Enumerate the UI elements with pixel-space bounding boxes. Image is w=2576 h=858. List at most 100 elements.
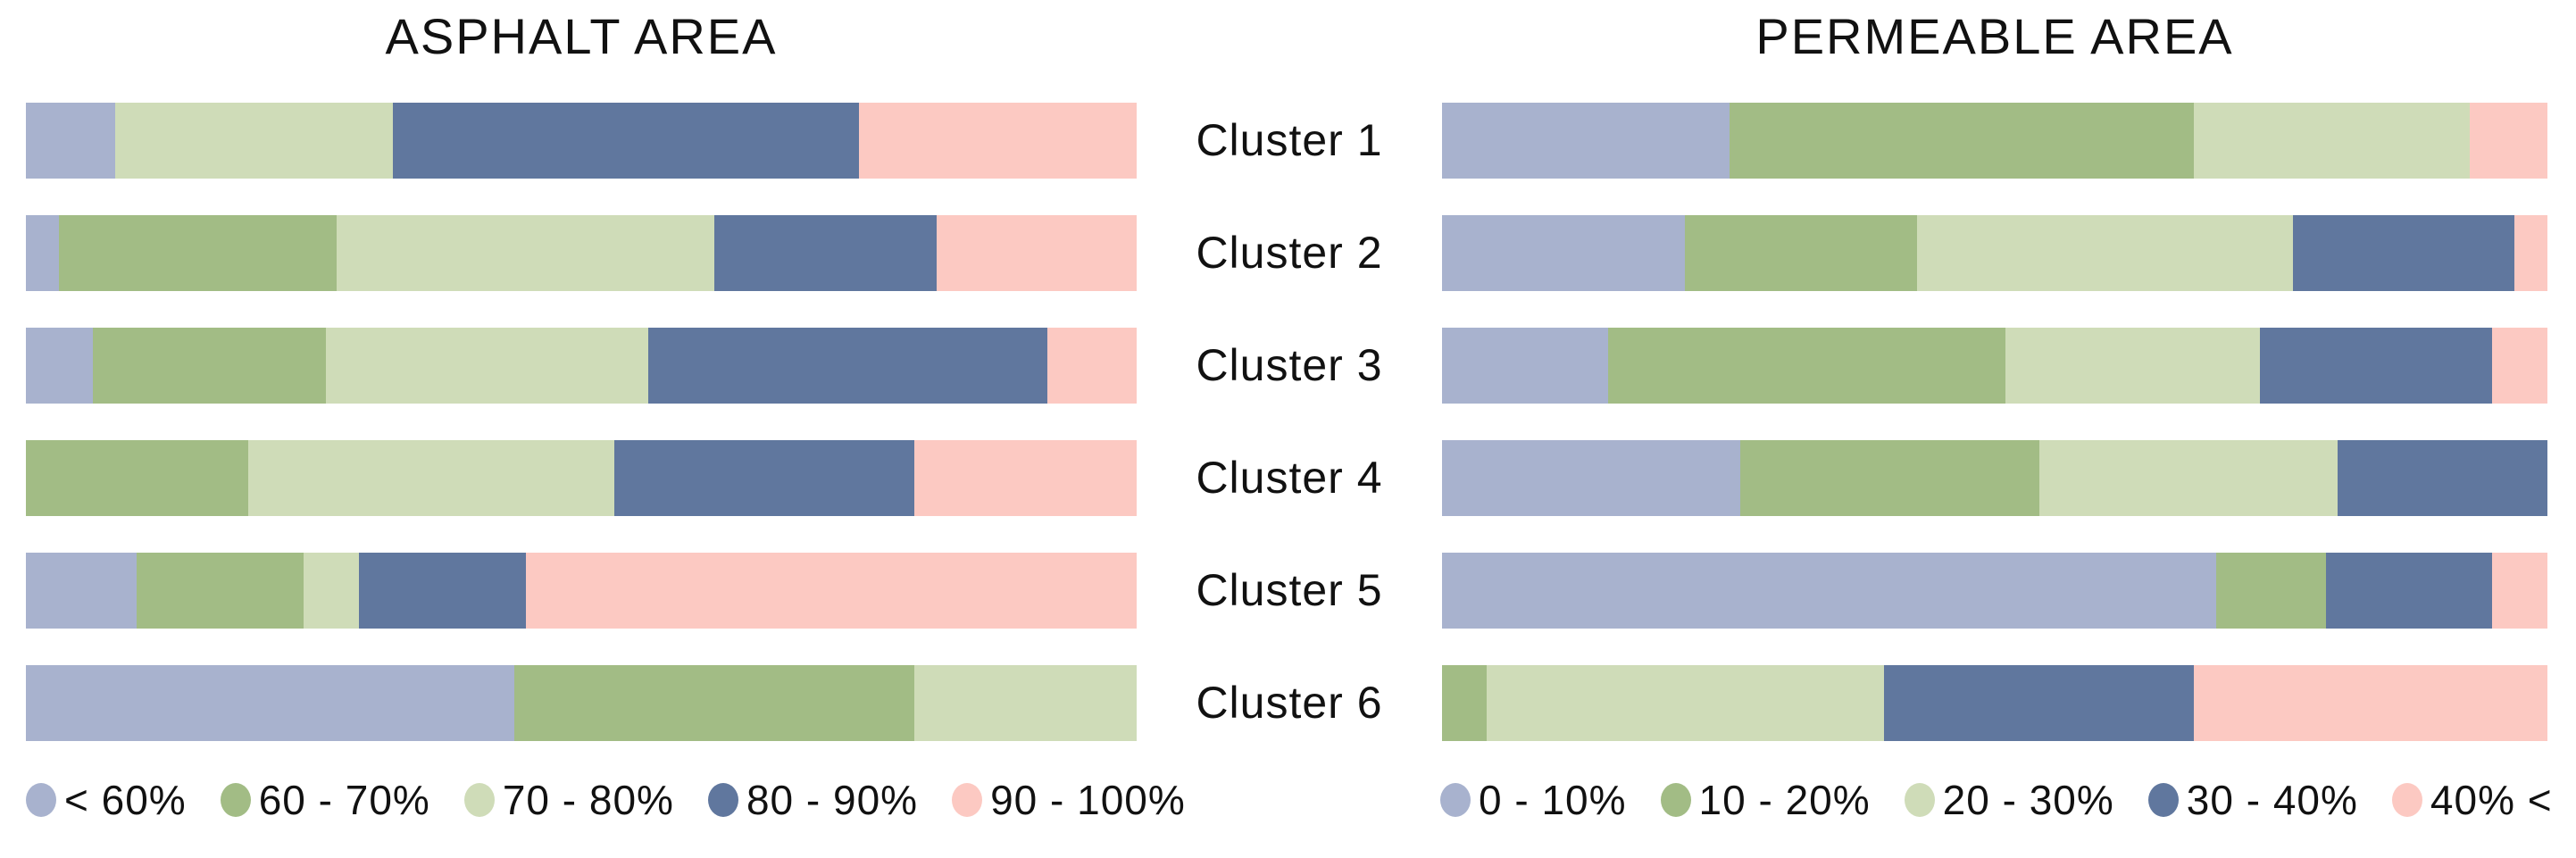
bar-row-cluster-3 [1442, 328, 2547, 404]
legend-label: 40% < [2430, 777, 2553, 823]
legend-item: 70 - 80% [463, 776, 674, 824]
bar-segment-0-10% [1442, 328, 1608, 404]
legend-dot-icon [26, 783, 56, 817]
bar-segment-70-80% [114, 103, 393, 179]
bar-segment-<60% [26, 553, 138, 629]
bar-segment-70-80% [914, 665, 1137, 741]
bar-segment-30-40% [2260, 328, 2493, 404]
bar-row-cluster-3 [26, 328, 1137, 404]
legend-label: 10 - 20% [1698, 777, 1871, 823]
bar-segment-0-10% [1442, 553, 2216, 629]
bar-segment-0-10% [1442, 215, 1686, 291]
legend-label: 0 - 10% [1479, 777, 1627, 823]
legend-item: 40% < [2391, 776, 2553, 824]
legend-dot-icon [707, 783, 738, 817]
legend-item: 10 - 20% [1660, 776, 1871, 824]
bar-segment-20-30% [2038, 440, 2338, 516]
bar-row-cluster-2 [26, 215, 1137, 291]
bar-segment-30-40% [2326, 553, 2493, 629]
bar-segment-10-20% [1740, 440, 2039, 516]
legend-item: 90 - 100% [952, 776, 1186, 824]
asphalt-area-legend: < 60% 60 - 70% 70 - 80% 80 - 90% 90 - 100% [26, 773, 1186, 827]
legend-item: 60 - 70% [220, 776, 430, 824]
bar-row-cluster-5 [1442, 553, 2547, 629]
bar-segment-90-100% [525, 553, 1137, 629]
legend-dot-icon [952, 783, 983, 817]
bar-row-cluster-2 [1442, 215, 2547, 291]
bar-segment-<60% [26, 328, 93, 404]
bar-row-cluster-4 [26, 440, 1137, 516]
legend-label: 20 - 30% [1942, 777, 2114, 823]
bar-segment-20-30% [2193, 103, 2471, 179]
bar-segment-90-100% [937, 215, 1137, 291]
cluster-label: Cluster 4 [1196, 453, 1383, 503]
bar-row-cluster-6 [1442, 665, 2547, 741]
legend-dot-icon [220, 783, 251, 817]
bar-segment-30-40% [2293, 215, 2514, 291]
bar-row-cluster-1 [26, 103, 1137, 179]
bar-segment-10-20% [1729, 103, 2194, 179]
bar-segment-10-20% [1442, 665, 1487, 741]
legend-item: < 60% [26, 776, 187, 824]
bar-segment-<60% [26, 665, 515, 741]
bar-segment-80-90% [359, 553, 526, 629]
legend-label: 60 - 70% [258, 777, 430, 823]
bar-row-cluster-6 [26, 665, 1137, 741]
cluster-label: Cluster 3 [1196, 340, 1383, 390]
permeable-area-chart [1442, 103, 2547, 741]
legend-label: 80 - 90% [746, 777, 919, 823]
bar-segment-80-90% [647, 328, 1048, 404]
bar-row-cluster-1 [1442, 103, 2547, 179]
cluster-label: Cluster 2 [1196, 228, 1383, 278]
legend-item: 30 - 40% [2147, 776, 2358, 824]
bar-row-cluster-5 [26, 553, 1137, 629]
bar-segment-90-100% [858, 103, 1137, 179]
bar-segment-80-90% [392, 103, 859, 179]
bar-segment-<60% [26, 103, 115, 179]
asphalt-area-title: ASPHALT AREA [385, 8, 778, 64]
permeable-area-legend: 0 - 10% 10 - 20% 20 - 30% 30 - 40% 40% < [1440, 773, 2553, 827]
bar-segment-30-40% [1884, 665, 2194, 741]
bar-segment-40%< [2492, 328, 2547, 404]
legend-dot-icon [1440, 783, 1471, 817]
legend-label: 30 - 40% [2186, 777, 2358, 823]
cluster-labels-column: Cluster 1 Cluster 2 Cluster 3 Cluster 4 Clus… [1137, 103, 1442, 741]
bar-segment-60-70% [514, 665, 915, 741]
legend-dot-icon [2147, 783, 2179, 817]
legend-label: < 60% [64, 777, 187, 823]
legend-dot-icon [1660, 783, 1691, 817]
legend-dot-icon [2391, 783, 2422, 817]
permeable-area-title: PERMEABLE AREA [1755, 8, 2234, 64]
bar-segment-60-70% [92, 328, 326, 404]
legend-label: 70 - 80% [502, 777, 674, 823]
cluster-label: Cluster 1 [1196, 115, 1383, 165]
bar-segment-<60% [26, 215, 60, 291]
cluster-label: Cluster 5 [1196, 565, 1383, 615]
bar-segment-10-20% [2215, 553, 2327, 629]
legend-item: 0 - 10% [1440, 776, 1627, 824]
bar-segment-10-20% [1685, 215, 1918, 291]
bar-segment-20-30% [1486, 665, 1885, 741]
bar-segment-40%< [2193, 665, 2547, 741]
bar-segment-40%< [2492, 553, 2547, 629]
bar-segment-30-40% [2337, 440, 2547, 516]
legend-item: 20 - 30% [1904, 776, 2114, 824]
bar-segment-0-10% [1442, 440, 1741, 516]
bar-segment-80-90% [614, 440, 915, 516]
bar-segment-20-30% [2005, 328, 2261, 404]
legend-dot-icon [463, 783, 495, 817]
bar-segment-90-100% [914, 440, 1137, 516]
bar-segment-60-70% [26, 440, 248, 516]
bar-segment-60-70% [59, 215, 338, 291]
bar-segment-70-80% [303, 553, 360, 629]
bar-segment-70-80% [337, 215, 715, 291]
bar-segment-10-20% [1607, 328, 2006, 404]
bar-segment-70-80% [325, 328, 648, 404]
bar-segment-80-90% [714, 215, 938, 291]
bar-row-cluster-4 [1442, 440, 2547, 516]
bar-segment-0-10% [1442, 103, 1730, 179]
bar-segment-40%< [2513, 215, 2547, 291]
legend-dot-icon [1904, 783, 1935, 817]
bar-segment-60-70% [137, 553, 304, 629]
